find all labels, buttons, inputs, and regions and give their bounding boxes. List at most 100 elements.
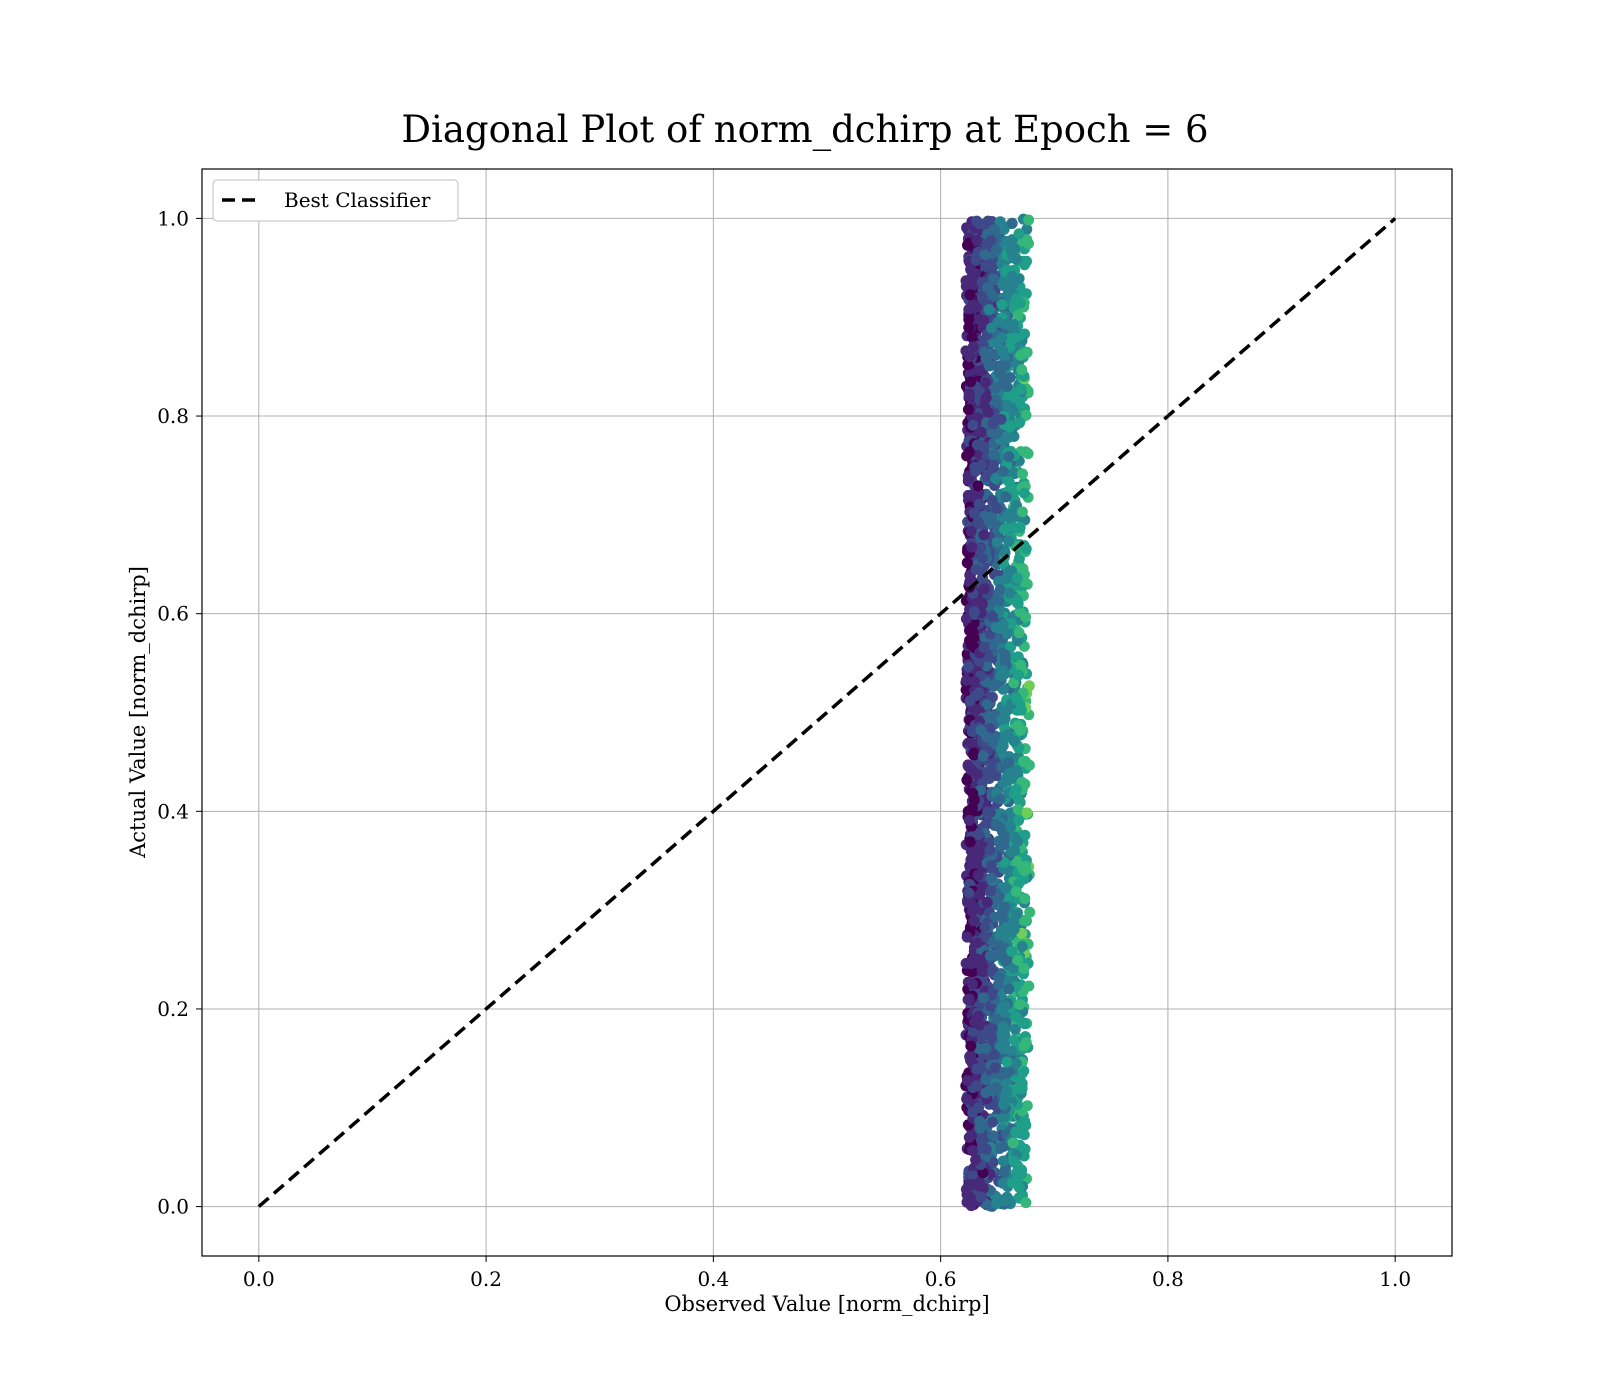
scatter-point	[1008, 431, 1020, 442]
scatter-point	[975, 1191, 987, 1203]
scatter-point	[961, 931, 973, 943]
y-tick-label: 0.0	[157, 1195, 189, 1219]
scatter-point	[1009, 332, 1021, 344]
scatter-point	[968, 915, 980, 927]
scatter-point	[962, 1075, 973, 1087]
scatter-point	[978, 441, 990, 453]
scatter-point	[1019, 893, 1031, 905]
scatter-point	[986, 427, 998, 438]
scatter-point	[963, 661, 975, 673]
scatter-point	[1001, 628, 1013, 640]
scatter-point	[977, 552, 989, 564]
scatter-point	[967, 1145, 979, 1157]
scatter-point	[1015, 349, 1027, 361]
y-tick-label: 0.8	[157, 404, 189, 428]
scatter-point	[966, 541, 978, 553]
scatter-point	[1010, 783, 1022, 795]
scatter-point	[964, 836, 976, 848]
scatter-point	[973, 364, 985, 376]
scatter-point	[1005, 821, 1017, 833]
scatter-point	[965, 1040, 977, 1052]
scatter-point	[984, 513, 996, 525]
scatter-point	[990, 244, 1002, 256]
scatter-point	[997, 1177, 1009, 1189]
plot-area	[201, 168, 1453, 1257]
scatter-point	[987, 462, 999, 474]
x-tick-label: 0.0	[243, 1267, 275, 1291]
scatter-point	[965, 1049, 977, 1061]
scatter-point	[993, 336, 1005, 348]
scatter-point	[973, 498, 985, 510]
scatter-point	[971, 1063, 983, 1075]
scatter-point	[963, 322, 975, 333]
scatter-point	[1007, 1137, 1019, 1149]
scatter-point	[1006, 217, 1018, 229]
scatter-point	[1004, 921, 1016, 933]
scatter-point	[1011, 293, 1023, 305]
scatter-point	[963, 388, 975, 399]
scatter-point	[964, 368, 976, 379]
scatter-point	[994, 1143, 1006, 1154]
scatter-point	[1013, 228, 1025, 240]
scatter-point	[971, 768, 983, 780]
scatter-point	[978, 315, 990, 327]
scatter-point	[966, 1179, 978, 1190]
scatter-point	[968, 747, 980, 759]
scatter-point	[1015, 659, 1027, 671]
scatter-point	[1006, 1045, 1018, 1057]
scatter-point	[972, 516, 984, 528]
scatter-point	[1011, 909, 1023, 920]
scatter-point	[997, 664, 1009, 676]
scatter-point	[995, 360, 1007, 372]
scatter-point	[996, 299, 1008, 311]
scatter-point	[983, 304, 995, 316]
scatter-point	[983, 710, 995, 722]
scatter-point	[998, 1098, 1009, 1110]
scatter-point	[980, 1143, 992, 1155]
scatter-point	[995, 761, 1007, 773]
scatter-point	[972, 480, 984, 492]
scatter-point	[1013, 815, 1025, 826]
scatter-point	[991, 536, 1003, 548]
scatter-point	[1015, 383, 1027, 395]
scatter-point	[1011, 1083, 1023, 1095]
scatter-point	[1011, 572, 1023, 584]
scatter-point	[1008, 677, 1020, 689]
scatter-point	[997, 1155, 1009, 1167]
scatter-point	[960, 674, 972, 686]
scatter-point	[985, 860, 997, 872]
scatter-point	[976, 965, 988, 976]
scatter-point	[980, 770, 992, 781]
scatter-point	[978, 529, 990, 541]
x-tick-label: 0.2	[470, 1267, 502, 1291]
scatter-point	[1012, 836, 1024, 847]
chart-title: Diagonal Plot of norm_dchirp at Epoch = …	[401, 108, 1208, 152]
scatter-point	[971, 1072, 983, 1084]
scatter-point	[987, 418, 999, 430]
scatter-point	[979, 583, 990, 595]
scatter-point	[973, 847, 985, 859]
scatter-point	[993, 836, 1005, 848]
scatter-point	[973, 687, 985, 699]
scatter-point	[967, 341, 979, 353]
legend: Best Classifier	[212, 179, 459, 222]
scatter-point	[1014, 1074, 1026, 1086]
scatter-point	[1007, 318, 1019, 330]
scatter-point	[1007, 962, 1019, 974]
scatter-point	[965, 376, 977, 388]
scatter-point	[1004, 587, 1016, 599]
scatter-point	[1010, 692, 1022, 704]
scatter-point	[997, 377, 1009, 389]
scatter-point	[997, 466, 1009, 477]
scatter-point	[984, 950, 996, 962]
scatter-point	[977, 598, 988, 610]
scatter-point	[1010, 1126, 1022, 1138]
scatter-point	[1014, 417, 1026, 429]
y-axis-ticks: 0.0 0.2 0.4 0.6 0.8 1.0	[157, 206, 202, 1219]
scatter-point	[998, 1111, 1010, 1123]
scatter-point	[1023, 214, 1035, 226]
scatter-point	[980, 1074, 992, 1086]
scatter-point	[975, 1134, 987, 1146]
scatter-point	[1001, 770, 1013, 782]
scatter-point	[1021, 807, 1033, 819]
